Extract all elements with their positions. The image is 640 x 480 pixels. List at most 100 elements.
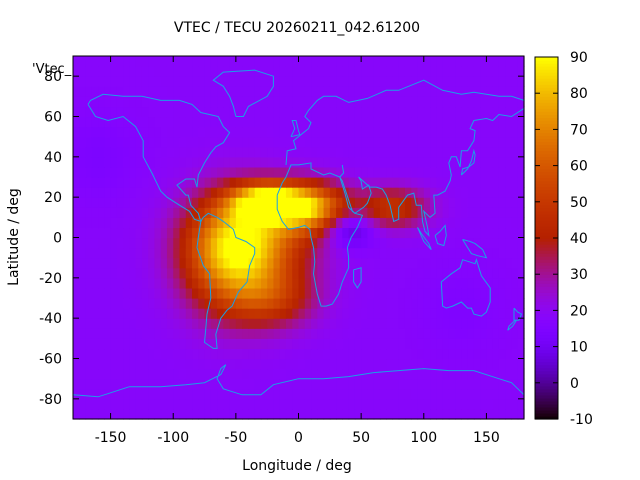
heatmap-cell xyxy=(404,257,412,269)
coastline xyxy=(339,107,525,238)
heatmap-cell xyxy=(354,166,362,178)
heatmap-cell xyxy=(242,207,249,218)
heatmap-cell xyxy=(361,267,368,279)
heatmap-cell xyxy=(129,146,137,158)
heatmap-cell xyxy=(386,217,394,229)
heatmap-cell xyxy=(467,338,475,350)
heatmap-cell xyxy=(141,368,149,380)
heatmap-cell xyxy=(154,267,162,279)
heatmap-cell xyxy=(398,116,406,128)
heatmap-cell xyxy=(123,277,130,289)
heatmap-cell xyxy=(160,318,168,329)
heatmap-cell xyxy=(279,166,287,178)
heatmap-cell xyxy=(404,287,412,299)
heatmap-cell xyxy=(135,76,143,87)
heatmap-cell xyxy=(123,247,130,259)
heatmap-cell xyxy=(367,287,375,299)
heatmap-cell xyxy=(248,358,256,370)
heatmap-cell xyxy=(467,408,475,420)
heatmap-cell xyxy=(254,398,262,410)
heatmap-cell xyxy=(517,298,525,309)
heatmap-cell xyxy=(141,328,149,339)
heatmap-cell xyxy=(148,328,156,339)
heatmap-cell xyxy=(348,247,356,259)
heatmap-cell xyxy=(204,76,212,87)
heatmap-cell xyxy=(323,257,331,269)
heatmap-cell xyxy=(98,237,105,249)
heatmap-cell xyxy=(323,66,331,77)
heatmap-cell xyxy=(173,66,181,77)
heatmap-cell xyxy=(204,126,212,138)
heatmap-cell xyxy=(173,126,181,138)
heatmap-cell xyxy=(398,56,406,67)
heatmap-cell xyxy=(392,106,400,118)
heatmap-cell xyxy=(442,177,450,188)
heatmap-cell xyxy=(217,207,224,218)
heatmap-cell xyxy=(342,318,350,329)
heatmap-cell xyxy=(486,116,494,128)
heatmap-cell xyxy=(160,106,168,118)
heatmap-cell xyxy=(386,388,394,400)
heatmap-cell xyxy=(141,187,149,198)
heatmap-cell xyxy=(392,338,400,350)
heatmap-cell xyxy=(348,56,356,67)
heatmap-cell xyxy=(467,368,475,380)
heatmap-cell xyxy=(198,56,206,67)
heatmap-cell xyxy=(348,398,356,410)
heatmap-cell xyxy=(129,207,137,218)
heatmap-cell xyxy=(417,267,425,279)
heatmap-cell xyxy=(386,287,394,299)
heatmap-cell xyxy=(267,358,275,370)
heatmap-cell xyxy=(179,287,187,299)
colorbar-swatch xyxy=(535,192,558,197)
heatmap-cell xyxy=(430,287,437,299)
heatmap-cell xyxy=(116,166,124,178)
heatmap-cell xyxy=(110,328,118,339)
heatmap-cell xyxy=(85,348,93,360)
heatmap-cell xyxy=(517,166,525,178)
heatmap-cell xyxy=(323,368,331,380)
heatmap-cell xyxy=(373,76,381,87)
heatmap-cell xyxy=(185,338,193,350)
heatmap-cell xyxy=(292,227,300,239)
heatmap-cell xyxy=(166,318,174,329)
heatmap-cell xyxy=(223,318,231,329)
heatmap-cell xyxy=(285,116,293,128)
heatmap-cell xyxy=(148,257,156,269)
heatmap-cell xyxy=(505,328,513,339)
heatmap-cell xyxy=(254,177,262,188)
heatmap-cell xyxy=(304,166,312,178)
heatmap-cell xyxy=(154,76,162,87)
heatmap-cell xyxy=(198,277,206,289)
heatmap-cell xyxy=(511,66,519,77)
heatmap-cell xyxy=(348,166,356,178)
heatmap-cell xyxy=(411,257,419,269)
heatmap-cell xyxy=(110,378,118,390)
heatmap-cell xyxy=(91,368,99,380)
heatmap-cell xyxy=(498,358,506,370)
colorbar-swatch xyxy=(535,165,558,170)
heatmap-cell xyxy=(279,106,287,118)
heatmap-cell xyxy=(486,358,494,370)
heatmap-cell xyxy=(442,86,450,97)
heatmap-cell xyxy=(210,247,218,259)
heatmap-cell xyxy=(160,217,168,229)
heatmap-cell xyxy=(229,378,237,390)
heatmap-cell xyxy=(192,277,199,289)
heatmap-cell xyxy=(329,308,337,319)
heatmap-cell xyxy=(235,187,243,198)
heatmap-cell xyxy=(298,398,306,410)
heatmap-cell xyxy=(511,237,519,249)
heatmap-cell xyxy=(135,217,143,229)
heatmap-cell xyxy=(204,358,212,370)
heatmap-cell xyxy=(486,177,494,188)
heatmap-cell xyxy=(204,187,212,198)
heatmap-cell xyxy=(260,56,268,67)
heatmap-cell xyxy=(267,237,275,249)
heatmap-cell xyxy=(279,328,287,339)
heatmap-cell xyxy=(198,408,206,420)
colorbar-swatch xyxy=(535,397,558,402)
heatmap-cell xyxy=(354,368,362,380)
heatmap-cell xyxy=(135,86,143,97)
heatmap-cell xyxy=(323,177,331,188)
